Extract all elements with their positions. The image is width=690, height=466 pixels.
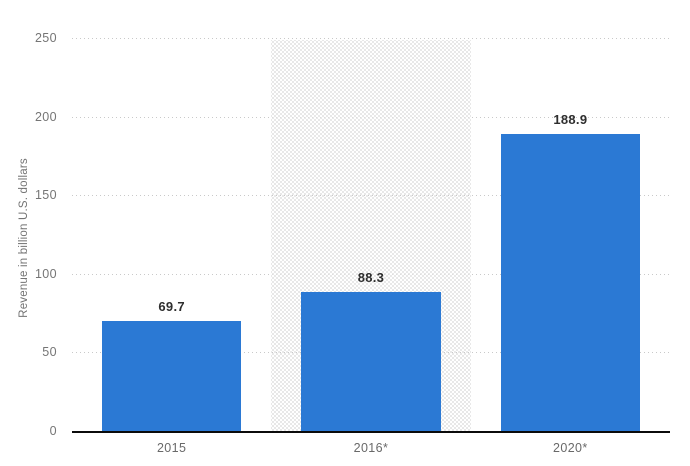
y-tick-label-0: 0 bbox=[49, 424, 57, 438]
value-label-2015: 69.7 bbox=[158, 299, 185, 315]
y-tick-label-250: 250 bbox=[34, 31, 57, 45]
value-label-2016*: 88.3 bbox=[357, 270, 385, 286]
x-axis-labels: 2015 2016* 2020* bbox=[72, 441, 670, 457]
y-axis-tick-labels: 0 50 100 150 200 250 bbox=[0, 31, 57, 438]
x-label-2016*: 2016* bbox=[353, 441, 389, 455]
x-axis-line bbox=[72, 431, 670, 433]
y-tick-label-50: 50 bbox=[42, 345, 57, 360]
plot-area: 69.7 88.3 188.9 bbox=[72, 38, 670, 433]
y-tick-label-150: 150 bbox=[34, 188, 57, 203]
value-label-2020*: 188.9 bbox=[553, 112, 588, 127]
bar-2016*[interactable] bbox=[301, 292, 441, 431]
bar-2020*[interactable] bbox=[500, 134, 641, 431]
x-label-2020*: 2020* bbox=[552, 441, 588, 455]
gridline-250 bbox=[72, 38, 670, 39]
bar-2015[interactable] bbox=[101, 321, 242, 431]
y-tick-label-200: 200 bbox=[34, 109, 57, 124]
x-label-2015: 2015 bbox=[156, 441, 187, 455]
y-tick-label-100: 100 bbox=[34, 266, 57, 281]
